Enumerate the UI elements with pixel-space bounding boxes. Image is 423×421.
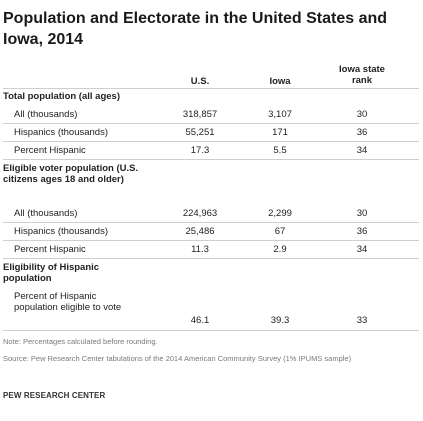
row-label: All (thousands) [14,208,78,219]
row-divider [3,222,419,223]
row-divider [3,330,419,331]
row-label: Percent Hispanic [14,244,86,255]
cell-us: 17.3 [190,145,210,156]
row-divider [3,123,419,124]
cell-iowa: 2,299 [268,208,292,219]
row-label: Percent of Hispanic population eligible … [14,291,122,313]
source-citation: Source: Pew Research Center tabulations … [3,354,352,363]
row-divider [3,159,419,160]
section-heading-eligible-voters: Eligible voter population (U.S. citizens… [3,163,139,185]
column-header-us: U.S. [190,76,210,87]
cell-rank: 34 [356,145,368,156]
cell-rank: 36 [356,127,368,138]
cell-iowa: 171 [272,127,288,138]
row-divider [3,141,419,142]
row-label: Hispanics (thousands) [14,226,108,237]
publisher-logo: PEW RESEARCH CENTER [3,391,106,400]
row-divider [3,240,419,241]
cell-rank: 36 [356,226,368,237]
cell-us: 11.3 [191,244,209,255]
cell-iowa: 67 [274,226,286,237]
cell-iowa: 3,107 [268,109,292,120]
page-title: Population and Electorate in the United … [3,10,388,48]
row-label: Percent Hispanic [14,145,86,156]
section-heading-total-population: Total population (all ages) [3,91,120,102]
cell-rank: 34 [356,244,368,255]
cell-us: 55,251 [185,127,215,138]
row-label: Hispanics (thousands) [14,127,108,138]
cell-us: 25,486 [185,226,215,237]
cell-rank: 33 [356,315,368,326]
cell-iowa: 39.3 [270,315,290,326]
table-note: Note: Percentages calculated before roun… [3,337,158,346]
cell-us: 224,963 [182,208,218,219]
column-header-rank: Iowa state rank [339,64,385,86]
row-label: All (thousands) [14,109,78,120]
cell-rank: 30 [356,109,368,120]
cell-us: 46.1 [190,315,210,326]
cell-iowa: 2.9 [273,244,287,255]
section-heading-hispanic-eligibility: Eligibility of Hispanic population [3,262,100,284]
cell-rank: 30 [356,208,368,219]
cell-iowa: 5.5 [273,145,287,156]
cell-us: 318,857 [182,109,218,120]
column-header-iowa: Iowa [269,76,291,87]
header-divider [3,88,419,89]
row-divider [3,258,419,259]
